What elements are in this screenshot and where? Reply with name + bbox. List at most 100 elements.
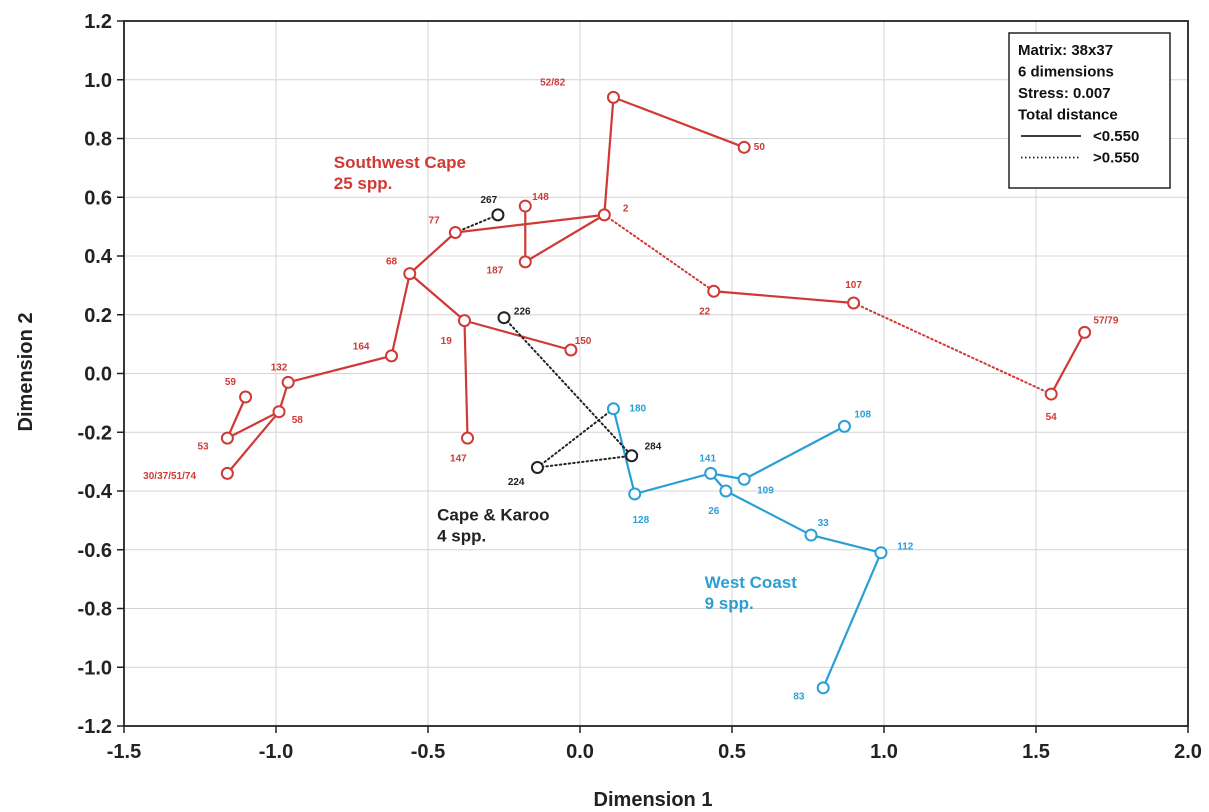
data-point (737, 140, 751, 154)
group-label: Southwest Cape 25 spp. (334, 153, 466, 193)
solid-link (226, 410, 281, 475)
y-tick-label: 0.8 (84, 129, 112, 151)
legend-entry-label: >0.550 (1093, 150, 1139, 167)
dotted-link (536, 407, 615, 469)
solid-link (724, 489, 813, 537)
solid-link (226, 395, 247, 440)
legend-entry-label: <0.550 (1093, 128, 1139, 145)
point-label: 141 (699, 453, 716, 464)
point-label: 54 (1046, 412, 1058, 423)
point-label: 2 (623, 204, 629, 215)
group-label-line: Cape & Karoo (437, 505, 549, 524)
point-label: 50 (754, 142, 766, 153)
data-point (497, 311, 511, 325)
data-point (448, 226, 462, 239)
x-tick-label: 2.0 (1174, 741, 1202, 763)
solid-link (524, 213, 606, 263)
dotted-link (852, 302, 1053, 396)
point-label: 58 (292, 415, 304, 426)
point-label: 33 (818, 518, 830, 529)
solid-link (408, 231, 457, 275)
legend-line: Stress: 0.007 (1018, 85, 1111, 102)
data-point (804, 528, 818, 542)
legend-line: 6 dimensions (1018, 64, 1114, 81)
x-tick-label: 1.5 (1022, 741, 1050, 763)
solid-link (287, 354, 393, 384)
y-tick-label: 1.0 (84, 70, 112, 92)
point-label: 164 (353, 342, 370, 353)
legend: Matrix: 38x37 6 dimensions Stress: 0.007 To… (1008, 32, 1171, 189)
data-point (719, 484, 733, 498)
data-point (461, 431, 475, 445)
x-tick-label: -1.5 (107, 741, 141, 763)
legend-box (1008, 32, 1171, 189)
point-label: 226 (514, 306, 531, 317)
y-tick-label: 0.6 (84, 187, 112, 209)
points (220, 90, 1092, 695)
data-point (564, 343, 578, 357)
point-label: 22 (699, 306, 711, 317)
y-tick-label: -1.0 (78, 657, 112, 679)
y-tick-label: -0.6 (78, 540, 112, 562)
y-tick-label: -0.8 (78, 599, 112, 621)
legend-line: Total distance (1018, 107, 1118, 124)
group-label-line: 9 spp. (705, 594, 754, 613)
point-label: 107 (845, 280, 862, 291)
point-label: 224 (508, 477, 525, 488)
data-point (625, 449, 639, 463)
dotted-link (536, 454, 633, 469)
y-tick-label: 0.2 (84, 305, 112, 327)
solid-link (463, 319, 572, 352)
data-point (737, 472, 751, 486)
data-point (518, 255, 532, 269)
point-label: 150 (575, 336, 592, 347)
solid-link (603, 96, 615, 216)
point-label: 77 (429, 215, 441, 226)
data-point (874, 546, 888, 560)
data-point (628, 487, 642, 501)
point-label: 83 (793, 691, 805, 702)
group-label-line: West Coast (705, 573, 798, 592)
data-point (837, 419, 851, 433)
point-label: 147 (450, 453, 467, 464)
point-label: 187 (487, 265, 504, 276)
x-tick-label: 0.0 (566, 741, 594, 763)
legend-line: Matrix: 38x37 (1018, 42, 1113, 59)
point-label: 267 (480, 195, 497, 206)
x-tick-label: 0.5 (718, 741, 746, 763)
x-axis-title: Dimension 1 (594, 789, 713, 811)
point-label: 128 (632, 515, 649, 526)
data-point (704, 466, 718, 480)
point-label: 59 (225, 377, 237, 388)
solid-link (822, 551, 883, 689)
data-point (597, 208, 611, 222)
dotted-link (503, 316, 633, 457)
point-label: 148 (532, 192, 549, 203)
data-point (847, 296, 861, 310)
data-point (816, 681, 830, 695)
links (226, 96, 1086, 689)
data-point (272, 405, 286, 419)
data-point (385, 349, 399, 363)
data-point (491, 208, 505, 222)
data-point (403, 267, 417, 281)
group-labels: Southwest Cape 25 spp. Cape & Karoo 4 spp. W… (334, 153, 797, 613)
data-point (457, 314, 471, 328)
point-label: 19 (441, 336, 453, 347)
tick-labels: -1.5 -1.0 -0.5 0.0 0.5 1.0 1.5 2.0 -1.2 -1.0 -0.8 -… (78, 11, 1202, 763)
data-point (281, 375, 295, 389)
solid-link (712, 290, 855, 305)
y-tick-label: -1.2 (78, 716, 112, 738)
y-tick-label: 1.2 (84, 11, 112, 33)
point-label: 26 (708, 506, 720, 517)
data-point (530, 461, 544, 474)
solid-link (390, 272, 411, 357)
y-axis-title: Dimension 2 (15, 313, 37, 432)
x-tick-label: 1.0 (870, 741, 898, 763)
y-tick-label: 0.4 (84, 246, 113, 268)
point-label: 112 (897, 541, 914, 552)
y-tick-label: 0.0 (84, 364, 112, 386)
data-point (707, 284, 721, 298)
